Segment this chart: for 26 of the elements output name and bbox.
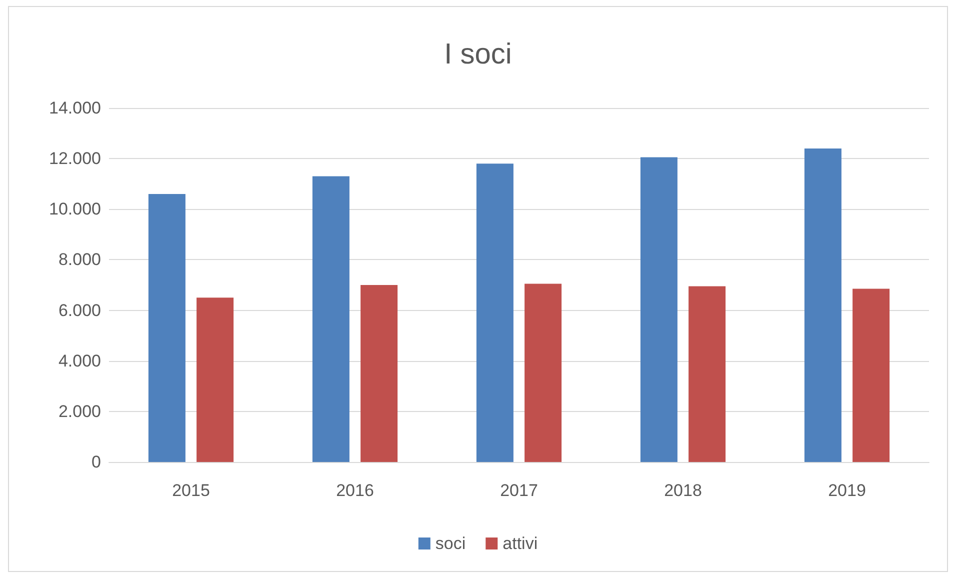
bar <box>196 298 234 462</box>
bar <box>804 148 842 462</box>
bar <box>852 288 890 462</box>
bar <box>312 176 350 462</box>
y-tick-label: 6.000 <box>58 300 101 320</box>
legend-label: soci <box>435 534 466 553</box>
chart-title: I soci <box>444 38 512 70</box>
x-tick-label: 2015 <box>172 481 210 500</box>
y-tick-label: 4.000 <box>58 351 101 370</box>
y-tick-label: 0 <box>92 452 101 472</box>
bar <box>148 194 186 462</box>
bar <box>640 157 678 462</box>
x-tick-label: 2016 <box>336 481 374 500</box>
x-tick-label: 2018 <box>664 481 702 500</box>
x-tick-label: 2019 <box>828 481 866 500</box>
legend-label: attivi <box>502 534 538 553</box>
y-tick-label: 10.000 <box>49 200 101 219</box>
bar <box>360 285 398 462</box>
y-tick-label: 2.000 <box>58 402 101 421</box>
bar <box>476 164 514 462</box>
x-tick-label: 2017 <box>500 481 538 500</box>
bar <box>524 284 562 462</box>
y-tick-label: 8.000 <box>58 250 101 270</box>
bar <box>688 286 726 462</box>
y-tick-label: 12.000 <box>49 149 101 168</box>
y-tick-label: 14.000 <box>49 98 101 118</box>
